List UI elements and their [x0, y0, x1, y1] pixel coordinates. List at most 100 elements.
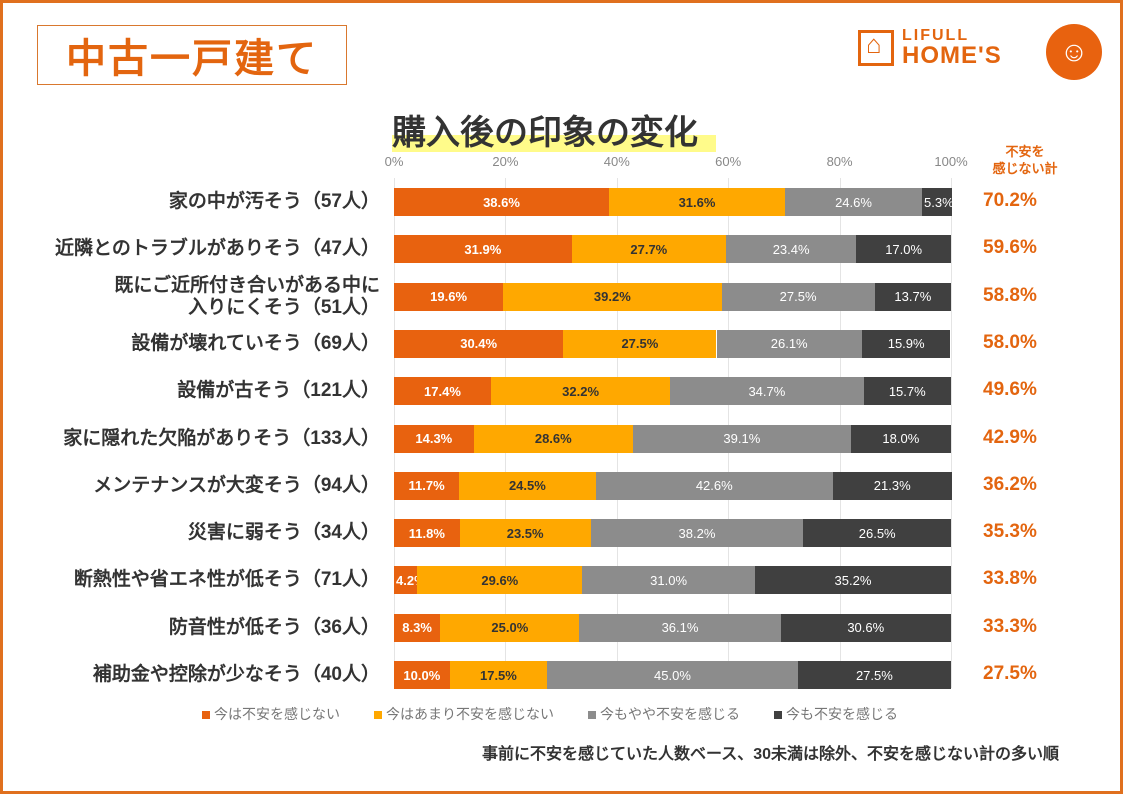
category-label: 補助金や控除が少なそう（40人） — [92, 664, 380, 685]
bar-segment: 39.2% — [503, 282, 722, 311]
bar-segment: 45.0% — [547, 661, 798, 689]
data-label: 26.5% — [858, 525, 896, 541]
bar-segment: 4.2% — [394, 566, 426, 595]
data-label: 21.3% — [873, 478, 911, 494]
bar-segment: 39.1% — [632, 424, 851, 453]
bar-segment: 27.7% — [571, 235, 726, 264]
data-label: 27.5% — [855, 667, 893, 683]
bar-segment: 13.7% — [874, 282, 951, 311]
bar-segment: 17.4% — [394, 377, 491, 406]
category-label: 家の中が汚そう（57人） — [168, 191, 380, 212]
total-value: 49.6% — [983, 379, 1037, 401]
legend-item: 今もやや不安を感じる — [588, 704, 740, 724]
bar-segment: 10.0% — [394, 661, 450, 689]
logo-line1: LIFULL — [902, 27, 970, 44]
bar-segment: 27.5% — [721, 282, 875, 311]
bar-segment: 18.0% — [850, 424, 951, 453]
data-label: 34.7% — [748, 383, 786, 399]
legend-label: 今は不安を感じない — [214, 706, 340, 722]
bar-segment: 24.5% — [459, 471, 596, 500]
data-label: 19.6% — [430, 289, 468, 305]
category-label: メンテナンスが大変そう（94人） — [93, 474, 380, 496]
data-label: 39.1% — [723, 431, 761, 446]
total-value: 58.0% — [983, 331, 1037, 353]
data-label: 45.0% — [654, 667, 691, 683]
data-label: 28.6% — [534, 431, 572, 446]
data-label: 38.2% — [678, 525, 716, 541]
data-label: 14.3% — [415, 431, 453, 446]
data-label: 23.4% — [772, 241, 810, 257]
bar-segment: 25.0% — [440, 613, 580, 642]
total-value: 27.5% — [983, 663, 1037, 684]
bar-segment: 38.6% — [394, 188, 609, 216]
legend-swatch — [202, 711, 210, 719]
bar-segment: 30.6% — [780, 613, 951, 642]
total-value: 42.9% — [983, 426, 1037, 448]
bar-segment: 36.1% — [579, 613, 781, 642]
data-label: 17.5% — [479, 667, 517, 683]
data-label: 35.2% — [834, 572, 872, 588]
data-label: 15.9% — [887, 336, 925, 352]
gridline — [951, 178, 952, 688]
data-label: 31.0% — [650, 572, 688, 588]
data-label: 42.6% — [695, 478, 733, 494]
data-label: 31.6% — [678, 194, 716, 210]
footnote: 事前に不安を感じていた人数ベース、30未満は除外、不安を感じない計の多い順 — [482, 746, 1059, 763]
total-value: 70.2% — [983, 190, 1037, 211]
bar-segment: 24.6% — [785, 188, 923, 216]
data-label: 24.5% — [508, 478, 546, 494]
category-label: 防音性が低そう（36人） — [168, 616, 380, 638]
bar-segment: 35.2% — [754, 566, 951, 595]
legend-label: 今も不安を感じる — [786, 706, 898, 722]
bar-segment: 31.9% — [394, 235, 572, 264]
data-label: 31.9% — [464, 241, 502, 257]
legend-swatch — [588, 711, 596, 719]
category-label: 設備が古そう（121人） — [177, 380, 380, 402]
bar-segment: 5.3% — [922, 188, 954, 216]
data-label: 27.5% — [779, 289, 817, 305]
bar-segment: 11.8% — [394, 519, 460, 548]
total-value: 58.8% — [983, 284, 1037, 306]
data-label: 10.0% — [403, 667, 441, 683]
x-tick-label: 20% — [492, 154, 519, 169]
data-label: 36.1% — [661, 620, 699, 636]
x-tick-label: 100% — [934, 154, 968, 169]
data-label: 17.0% — [885, 241, 923, 257]
bar-segment: 38.2% — [590, 519, 804, 548]
category-badge: 中古一戸建て — [37, 25, 347, 85]
data-label: 30.4% — [460, 336, 498, 352]
category-label: 断熱性や省エネ性が低そう（71人） — [73, 569, 380, 591]
data-label: 18.0% — [882, 431, 920, 446]
x-tick-label: 40% — [603, 154, 630, 169]
bar-segment: 11.7% — [394, 471, 460, 500]
bar-segment: 17.5% — [449, 661, 548, 689]
data-label: 17.4% — [424, 383, 461, 399]
bar-segment: 17.0% — [856, 235, 951, 264]
total-value: 35.3% — [983, 521, 1037, 543]
x-tick-label: 60% — [715, 154, 742, 169]
data-label: 11.7% — [408, 478, 445, 494]
legend: 今は不安を感じない 今はあまり不安を感じない 今もやや不安を感じる 今も不安を感じる — [160, 704, 940, 724]
category-label: 近隣とのトラブルがありそう（47人） — [55, 238, 380, 260]
bar-segment: 27.5% — [797, 661, 951, 689]
bar-segment: 8.3% — [394, 613, 441, 642]
data-label: 13.7% — [894, 289, 932, 305]
data-label: 11.8% — [408, 525, 445, 541]
bar-segment: 28.6% — [473, 424, 633, 453]
bar-segment: 21.3% — [832, 471, 952, 500]
data-label: 15.7% — [888, 383, 926, 399]
bar-segment: 31.6% — [609, 188, 785, 216]
category-label: 既にご近所付き合いがある中に 入りにくそう（51人） — [114, 274, 380, 318]
category-label: 家に隠れた欠陥がありそう（133人） — [63, 427, 380, 449]
bar-segment: 26.5% — [803, 519, 951, 548]
data-label: 38.6% — [483, 194, 520, 210]
bar-segment: 23.4% — [725, 235, 857, 264]
bar-segment: 15.9% — [861, 329, 951, 358]
logo: LIFULL HOME'S — [858, 28, 1002, 68]
bar-segment: 31.0% — [582, 566, 755, 595]
data-label: 29.6% — [481, 572, 519, 588]
bar-segment: 23.5% — [459, 519, 591, 548]
bar-segment: 19.6% — [394, 282, 504, 311]
bar-segment: 32.2% — [490, 377, 671, 406]
